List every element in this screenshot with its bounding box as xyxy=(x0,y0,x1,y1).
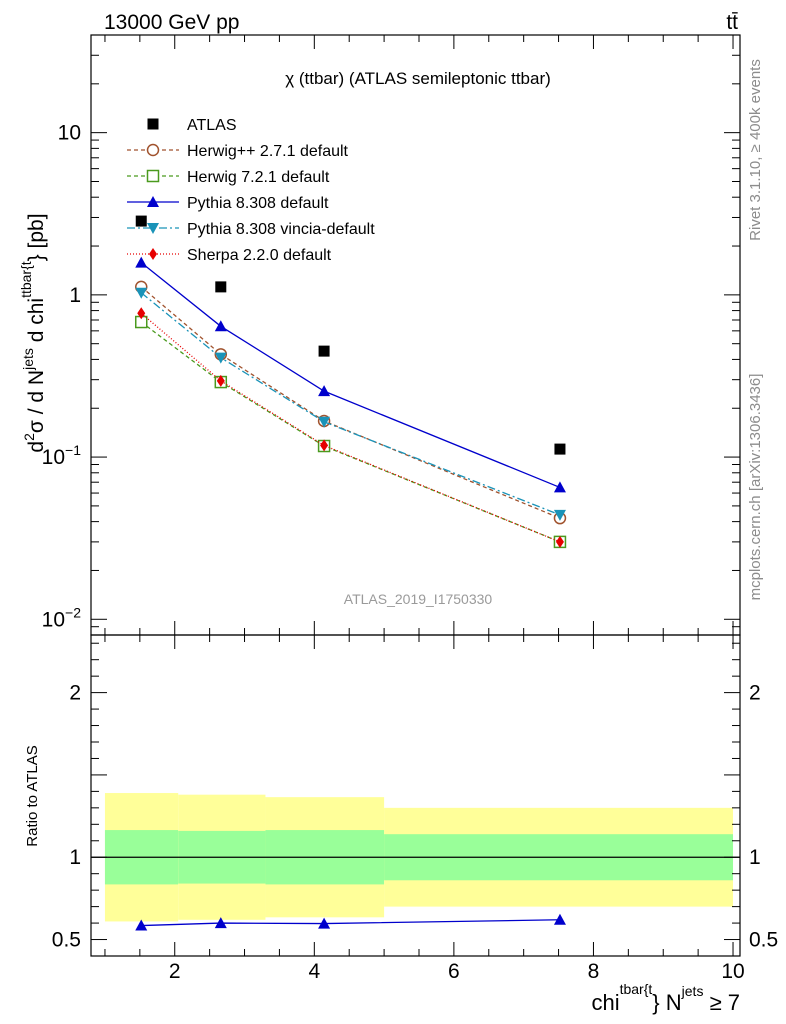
tick-exponent: −2 xyxy=(65,604,81,620)
y-label-unit: } [pb] xyxy=(25,213,48,261)
analysis-watermark: ATLAS_2019_I1750330 xyxy=(344,591,493,607)
y-tick-label-ratio-right: 0.5 xyxy=(749,929,778,952)
y-tick-label-main: 10−2 xyxy=(42,604,82,631)
y-tick-label-ratio-right: 2 xyxy=(749,682,761,705)
x-label-jets: jets xyxy=(681,983,704,999)
series-line xyxy=(140,286,561,519)
ratio-marker xyxy=(553,913,566,925)
mcplots-label: mcplots.cern.ch [arXiv:1306.3436] xyxy=(747,374,764,601)
tick-base: 10 xyxy=(42,446,65,469)
legend: ATLAS Herwig++ 2.7.1 default Herwig 7.2.1 … xyxy=(127,117,375,264)
legend-label: ATLAS xyxy=(187,117,237,134)
legend-marker xyxy=(147,223,159,234)
y-label-exp-2: 2 xyxy=(21,433,37,441)
x-tick-label: 6 xyxy=(448,960,460,983)
series-marker xyxy=(553,509,566,521)
series-line xyxy=(140,312,561,543)
energy-label: 13000 GeV pp xyxy=(104,11,239,34)
ratio-data xyxy=(135,913,566,931)
data-point xyxy=(135,215,147,227)
process-label: tt̄ xyxy=(726,11,738,34)
series-marker xyxy=(318,385,331,397)
legend-label: Herwig 7.2.1 default xyxy=(187,169,330,186)
rivet-version-label: Rivet 3.1.10, ≥ 400k events xyxy=(747,59,764,241)
series-marker xyxy=(553,481,566,493)
y-tick-label-ratio: 0.5 xyxy=(52,929,81,952)
series-3 xyxy=(135,287,566,521)
series-marker xyxy=(135,256,148,268)
legend-entry-2: Pythia 8.308 default xyxy=(127,195,329,212)
legend-marker xyxy=(149,248,157,260)
data-point xyxy=(554,443,566,455)
legend-entry-0: Herwig++ 2.7.1 default xyxy=(127,143,349,160)
legend-marker xyxy=(147,118,159,130)
legend-entry-3: Pythia 8.308 vincia-default xyxy=(127,221,375,238)
legend-entry-data: ATLAS xyxy=(147,117,237,134)
series-marker xyxy=(135,287,148,299)
ratio-ticks: 2 2 1 1 0.5 0.5 2 4 6 8 10 xyxy=(52,635,778,983)
x-label-chi: chi xyxy=(591,990,619,1015)
legend-label: Pythia 8.308 default xyxy=(187,195,329,212)
x-label-mid: } N xyxy=(652,990,681,1015)
data-point xyxy=(318,345,330,357)
legend-marker xyxy=(146,169,160,183)
y-axis-label-main: d2σ / d Njets d chittbar{t} [pb] xyxy=(18,213,48,452)
tick-exponent: −1 xyxy=(65,442,81,458)
main-data xyxy=(134,215,567,549)
y-tick-label-main: 10 xyxy=(58,122,81,145)
chart-title: χ (ttbar) (ATLAS semileptonic ttbar) xyxy=(285,69,551,88)
ratio-frame xyxy=(90,634,741,957)
legend-label: Sherpa 2.2.0 default xyxy=(187,247,332,264)
series-2 xyxy=(135,256,566,493)
series-marker xyxy=(216,374,225,387)
series-4 xyxy=(137,307,564,548)
y-label-dchi: d chi xyxy=(25,298,48,348)
series-line xyxy=(140,292,561,516)
y-label-sup: ttbar{t xyxy=(18,261,34,298)
x-tick-label: 10 xyxy=(721,960,744,983)
legend-marker xyxy=(147,196,159,207)
ratio-bands xyxy=(91,793,740,922)
x-tick-label: 2 xyxy=(169,960,181,983)
series-marker xyxy=(555,535,564,548)
x-tick-label: 8 xyxy=(588,960,600,983)
series-marker xyxy=(214,352,227,364)
legend-marker xyxy=(146,143,160,157)
ratio-marker xyxy=(318,917,331,929)
x-axis-label: chitbar{t} Njets ≥ 7 xyxy=(591,981,740,1015)
legend-label: Herwig++ 2.7.1 default xyxy=(187,143,349,160)
y-tick-label-ratio: 1 xyxy=(69,846,81,869)
ratio-line xyxy=(141,919,560,927)
y-axis-label-ratio: Ratio to ATLAS xyxy=(24,745,41,846)
y-tick-label-ratio-right: 1 xyxy=(749,846,761,869)
legend-entry-4: Sherpa 2.2.0 default xyxy=(127,247,332,264)
legend-entry-1: Herwig 7.2.1 default xyxy=(127,169,330,186)
tick-base: 10 xyxy=(42,608,65,631)
x-tick-label: 4 xyxy=(308,960,320,983)
data-series xyxy=(135,215,566,455)
ratio-marker xyxy=(135,919,148,931)
y-label-jets: jets xyxy=(20,348,36,371)
y-label-sigma: σ / d N xyxy=(25,370,48,433)
y-tick-label-main: 1 xyxy=(69,284,81,307)
legend-label: Pythia 8.308 vincia-default xyxy=(187,221,375,238)
series-line xyxy=(140,321,561,543)
y-tick-label-main: 10−1 xyxy=(42,442,82,469)
y-label-d: d xyxy=(25,441,48,453)
series-marker xyxy=(214,320,227,332)
x-label-sup: tbar{t xyxy=(620,981,653,997)
y-tick-label-ratio: 2 xyxy=(69,682,81,705)
ratio-panel: 2 2 1 1 0.5 0.5 2 4 6 8 10 Ratio to ATLAS chitbar{… xyxy=(24,634,778,1015)
series-line xyxy=(140,262,561,489)
series-marker xyxy=(320,439,329,452)
data-point xyxy=(215,281,227,293)
x-label-tail: ≥ 7 xyxy=(703,990,740,1015)
series-marker xyxy=(318,416,331,428)
ratio-marker xyxy=(214,917,227,929)
series-marker xyxy=(137,307,146,320)
